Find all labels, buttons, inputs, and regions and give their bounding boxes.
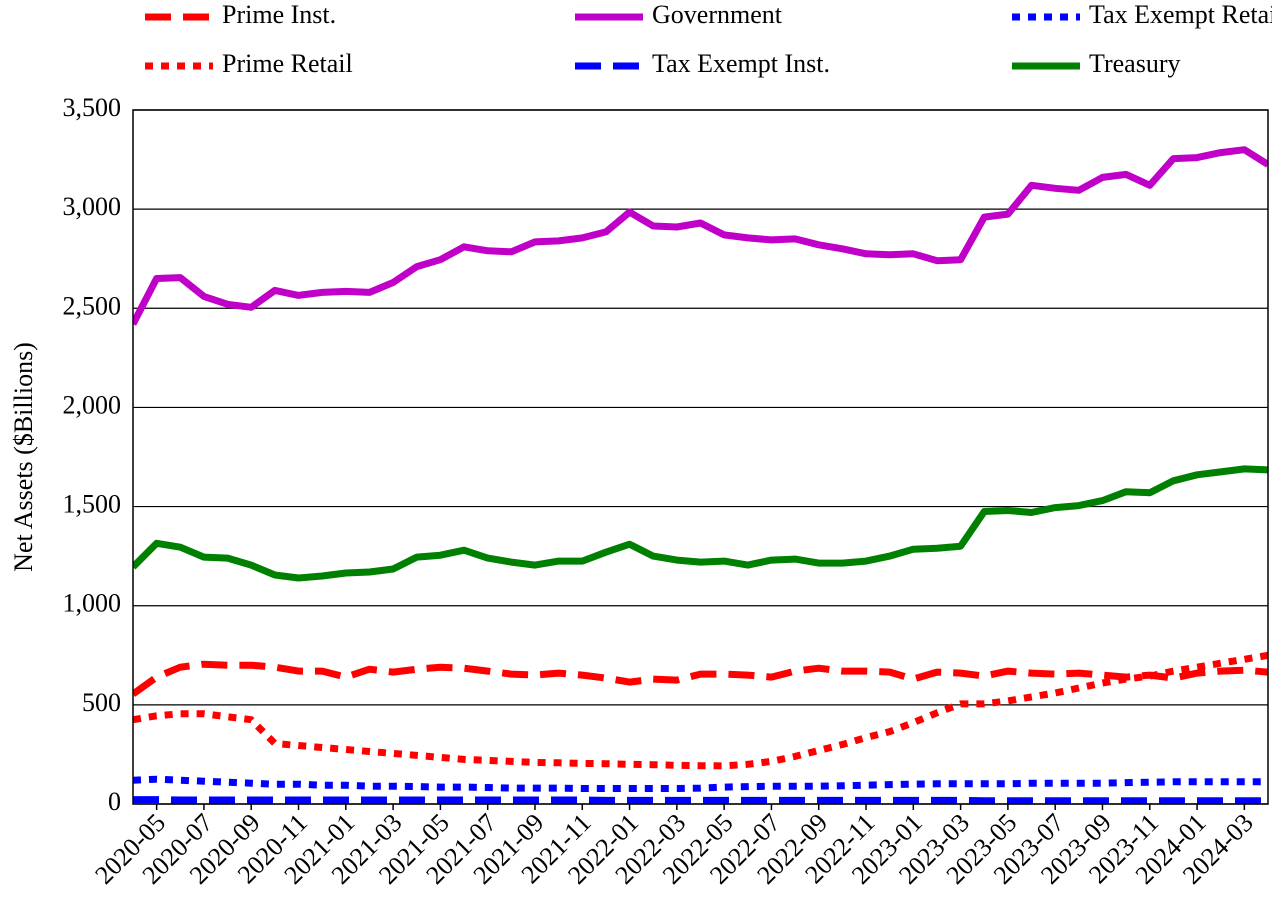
legend-label: Prime Retail bbox=[222, 49, 353, 78]
y-tick-label: 0 bbox=[108, 787, 121, 816]
y-tick-label: 2,500 bbox=[63, 291, 122, 320]
plot-frame bbox=[132, 109, 1269, 805]
legend-label: Prime Inst. bbox=[222, 0, 336, 29]
series-line bbox=[133, 775, 1268, 792]
series-line bbox=[133, 660, 1268, 697]
series-line bbox=[133, 465, 1268, 582]
y-tick-label: 500 bbox=[82, 688, 121, 717]
series-line bbox=[133, 796, 1268, 804]
y-axis-label: Net Assets ($Billions) bbox=[9, 342, 38, 572]
y-tick-label: 2,000 bbox=[63, 390, 122, 419]
y-tick-label: 1,500 bbox=[63, 490, 122, 519]
legend-label: Tax Exempt Retail bbox=[1089, 0, 1272, 29]
plot-lines bbox=[133, 146, 1268, 804]
series-line bbox=[133, 651, 1268, 770]
y-tick-label: 3,500 bbox=[63, 93, 122, 122]
y-tick-label: 3,000 bbox=[63, 192, 122, 221]
series-line bbox=[133, 146, 1268, 326]
y-tick-label: 1,000 bbox=[63, 589, 122, 618]
legend-label: Tax Exempt Inst. bbox=[652, 49, 830, 78]
legend-label: Treasury bbox=[1089, 49, 1180, 78]
legend-label: Government bbox=[652, 0, 783, 29]
